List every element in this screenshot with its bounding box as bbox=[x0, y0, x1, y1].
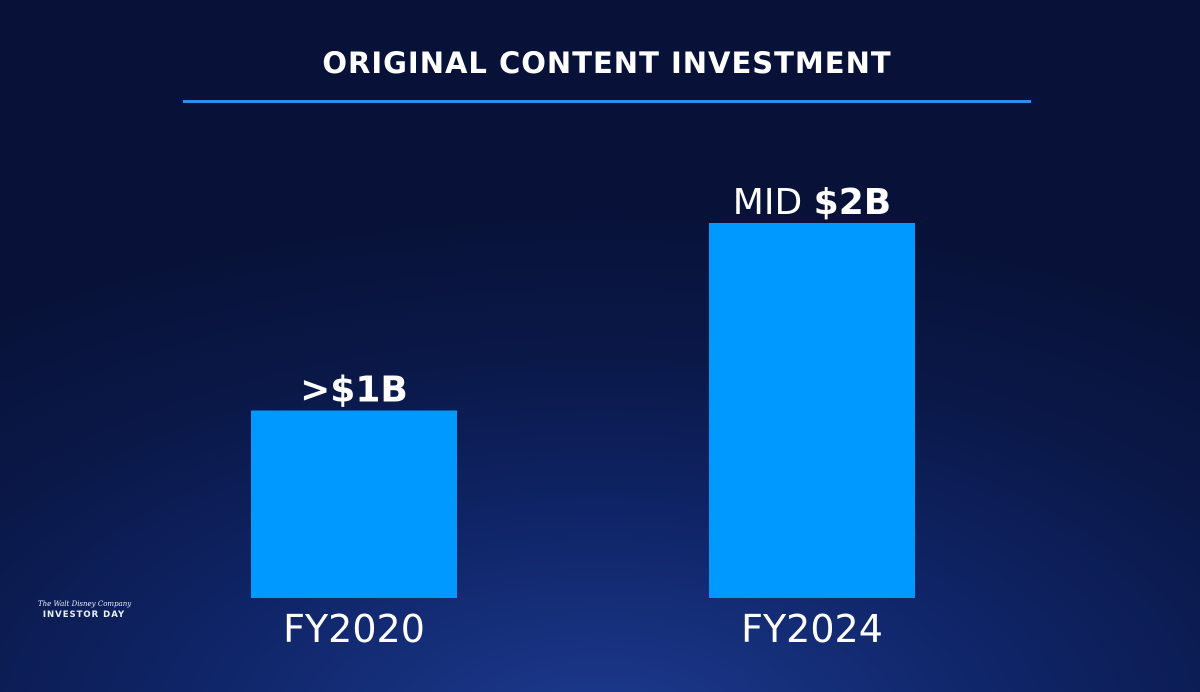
data-label-value: $2B bbox=[814, 182, 892, 223]
brand-company-name: The Walt Disney Company bbox=[38, 600, 132, 608]
slide-title: ORIGINAL CONTENT INVESTMENT bbox=[322, 46, 892, 80]
data-label-value: >$1B bbox=[300, 370, 408, 411]
bar-fy2020 bbox=[251, 410, 457, 598]
data-label-fy2020: >$1B bbox=[300, 370, 408, 411]
data-label-prefix: MID bbox=[733, 182, 814, 223]
category-label-fy2024: FY2024 bbox=[741, 607, 883, 651]
data-label-fy2024: MID $2B bbox=[733, 182, 891, 223]
brand-event-name: INVESTOR DAY bbox=[42, 610, 126, 620]
bar-fy2024 bbox=[709, 223, 915, 598]
disney-investor-day-logo: The Walt Disney Company INVESTOR DAY bbox=[38, 600, 132, 620]
title-divider bbox=[183, 100, 1031, 103]
category-label-fy2020: FY2020 bbox=[283, 607, 425, 651]
